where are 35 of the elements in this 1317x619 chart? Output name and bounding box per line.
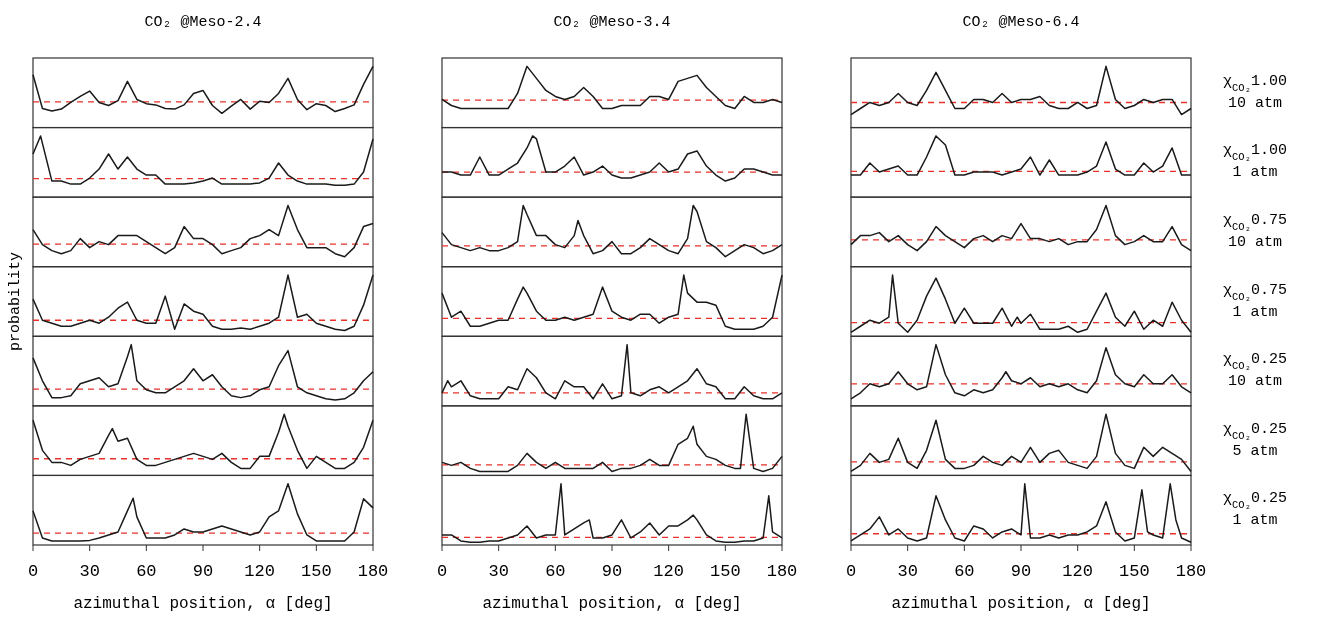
x-tick-label: 150 xyxy=(710,562,741,581)
chart-title: CO₂ @Meso-2.4 xyxy=(144,14,262,31)
y2-axis-title: χ$_{CO₂}$0.75 10 atm xyxy=(1223,211,1287,251)
x-tick-label: 30 xyxy=(897,562,918,581)
x-tick-label: 30 xyxy=(79,562,100,581)
x-tick-label: 180 xyxy=(357,562,389,581)
y2-axis-title: χ$_{CO₂}$0.25 1 atm xyxy=(1223,490,1287,530)
y2-axis-title: χ$_{CO₂}$1.00 10 atm xyxy=(1223,72,1287,112)
x-tick-label: 180 xyxy=(766,562,798,581)
chart-title: CO₂ @Meso-3.4 xyxy=(553,14,671,31)
x-tick-label: 120 xyxy=(653,562,684,581)
x-tick-label: 60 xyxy=(954,562,975,581)
x-axis-title: azimuthal position, α [deg] xyxy=(73,595,333,613)
x-tick-label: 90 xyxy=(601,562,623,581)
x-tick-label: 180 xyxy=(1175,562,1207,581)
x-tick-label: 60 xyxy=(136,562,157,581)
x-tick-label: 90 xyxy=(192,562,214,581)
x-tick-label: 0 xyxy=(845,562,857,581)
x-tick-label: 90 xyxy=(1010,562,1032,581)
y2-axis-title: χ$_{CO₂}$0.75 1 atm xyxy=(1223,281,1287,321)
x-tick-label: 150 xyxy=(1119,562,1150,581)
x-tick-label: 60 xyxy=(545,562,566,581)
y2-axis-title: χ$_{CO₂}$1.00 1 atm xyxy=(1223,142,1287,182)
x-tick-label: 0 xyxy=(436,562,448,581)
y2-axis-title: χ$_{CO₂}$0.25 5 atm xyxy=(1223,420,1287,460)
x-tick-label: 30 xyxy=(488,562,509,581)
x-tick-label: 150 xyxy=(301,562,332,581)
x-axis-title: azimuthal position, α [deg] xyxy=(891,595,1151,613)
x-axis-title: azimuthal position, α [deg] xyxy=(482,595,742,613)
y2-axis-title: χ$_{CO₂}$0.25 10 atm xyxy=(1223,351,1287,391)
x-tick-label: 120 xyxy=(1062,562,1093,581)
y-axis-title: probability xyxy=(7,251,24,352)
chart-title: CO₂ @Meso-6.4 xyxy=(962,14,1080,31)
x-tick-label: 0 xyxy=(27,562,39,581)
x-tick-label: 120 xyxy=(244,562,275,581)
